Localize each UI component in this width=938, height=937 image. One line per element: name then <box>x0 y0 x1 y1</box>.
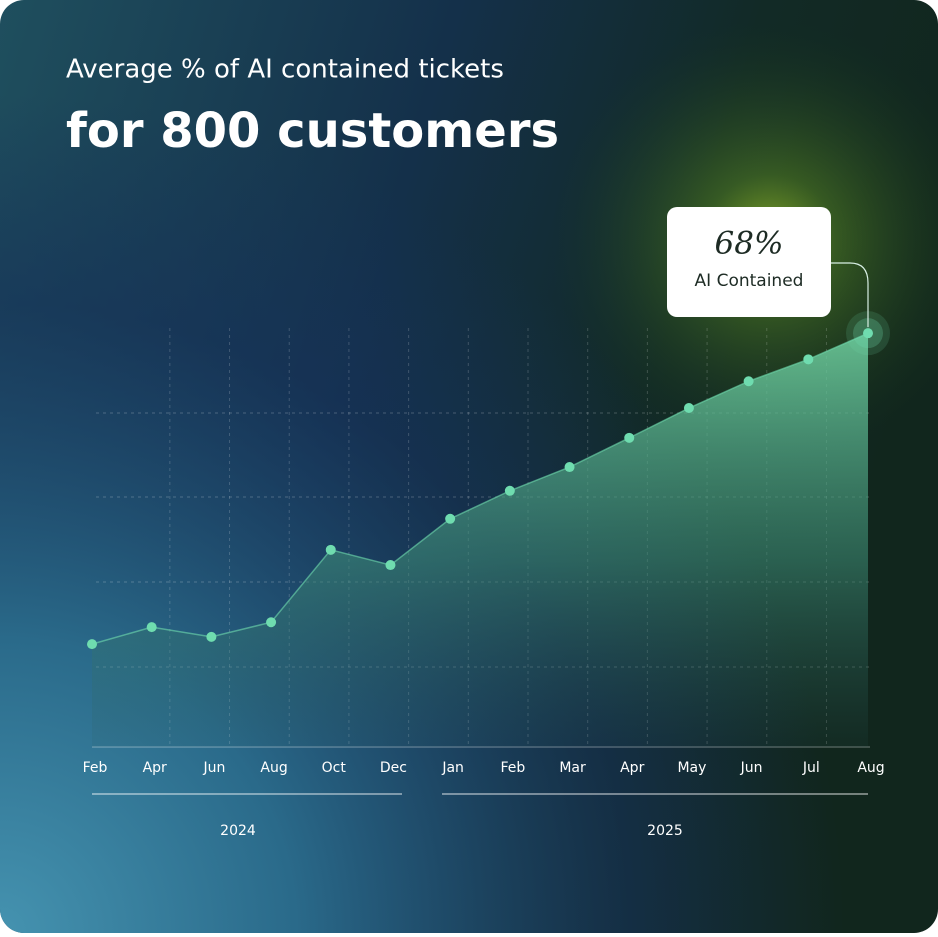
point <box>385 560 396 571</box>
point <box>504 485 515 496</box>
point <box>564 462 575 473</box>
point <box>624 432 635 443</box>
callout-connector <box>830 262 869 328</box>
x-tick-label: Feb <box>83 760 108 776</box>
area <box>92 333 868 747</box>
x-tick-label: Aug <box>260 760 287 776</box>
point <box>683 403 694 414</box>
point <box>146 622 157 633</box>
value-label: 68% <box>715 226 784 262</box>
point <box>863 328 873 339</box>
x-tick-label: Jan <box>441 760 464 776</box>
x-tick-label: Mar <box>559 760 586 776</box>
x-tick-label: Jun <box>202 760 225 776</box>
chart-subtitle: for 800 customers <box>66 103 559 159</box>
group-label: 2025 <box>647 823 683 839</box>
point <box>445 513 456 524</box>
line <box>91 332 869 645</box>
point <box>206 631 217 642</box>
x-tick-label: Aug <box>857 760 884 776</box>
annotation: AI Contained <box>695 271 804 291</box>
x-tick-label: Oct <box>322 760 347 776</box>
x-tick-label: Jul <box>802 760 820 776</box>
point <box>325 544 336 555</box>
plot: Feb Apr Jun Aug Oct Dec Jan Feb Mar Apr May Jun Jul A… <box>83 207 890 839</box>
group-label: 2024 <box>220 823 256 839</box>
x-tick-label: May <box>677 760 706 776</box>
x-tick-label: Jun <box>740 760 763 776</box>
x-tick-label: Apr <box>143 760 167 776</box>
chart-title: Average % of AI contained tickets <box>66 55 504 85</box>
point <box>266 617 277 628</box>
point <box>743 376 754 387</box>
x-tick-label: Dec <box>380 760 407 776</box>
point <box>803 354 814 365</box>
x-tick-label: Apr <box>620 760 644 776</box>
callout-box <box>667 207 831 317</box>
point <box>87 639 97 650</box>
x-tick-label: Feb <box>500 760 525 776</box>
